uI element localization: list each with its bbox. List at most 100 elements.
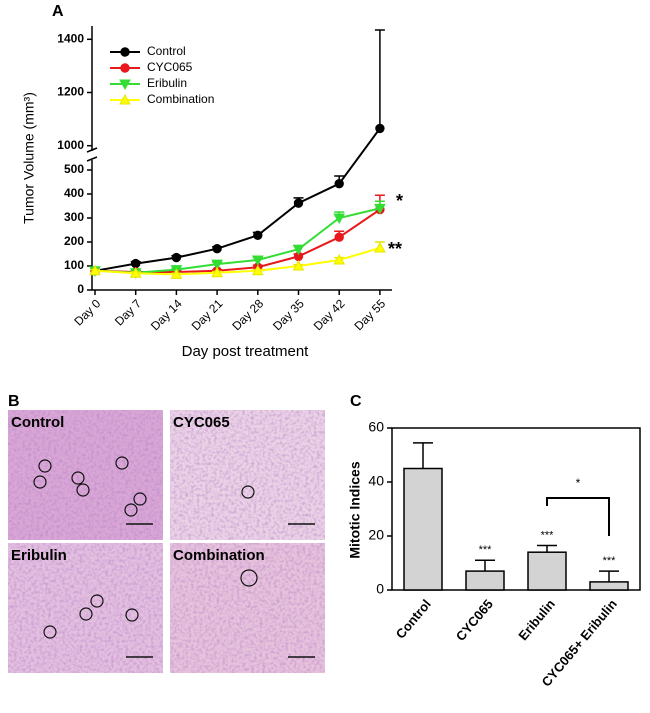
error-bar <box>413 442 433 469</box>
cell-circle <box>115 456 129 470</box>
y-tick-label: 500 <box>64 162 84 176</box>
y-axis-label: Mitotic Indices <box>347 461 363 558</box>
significance: *** <box>541 529 555 541</box>
bar <box>465 570 505 591</box>
panel-label: B <box>8 393 20 410</box>
marker <box>211 259 223 271</box>
y-tick-label: 400 <box>64 186 84 200</box>
panel-label: C <box>350 393 362 410</box>
marker <box>374 203 386 215</box>
panel-label: A <box>52 3 64 20</box>
y-axis-label: Tumor Volume (mm³) <box>21 92 37 224</box>
legend-label: Eribulin <box>147 76 187 90</box>
marker <box>131 258 141 269</box>
y-tick-label: 200 <box>64 234 84 248</box>
legend-label: CYC065 <box>147 60 193 74</box>
y-tick-label: 40 <box>368 473 384 489</box>
cell-circle <box>76 483 90 497</box>
bar <box>527 551 567 591</box>
histology-texture <box>170 543 325 673</box>
marker <box>119 79 131 91</box>
error-bar <box>599 570 619 582</box>
y-tick-label: 100 <box>64 258 84 272</box>
marker <box>334 178 344 189</box>
y-tick-label: 0 <box>376 581 384 597</box>
marker <box>292 259 305 271</box>
marker <box>212 244 222 254</box>
x-tick-label: Day 55 <box>351 296 388 333</box>
marker <box>89 264 101 276</box>
cell-circle <box>79 607 93 621</box>
x-tick-label: Day 7 <box>112 296 144 328</box>
cell-circle <box>124 503 138 517</box>
image-label: CYC065 <box>173 414 230 431</box>
cell-circle <box>133 492 147 506</box>
error-bar <box>374 29 385 129</box>
marker <box>120 47 130 57</box>
x-tick-label: Day 28 <box>229 296 266 333</box>
image-label: Control <box>11 414 64 431</box>
x-tick-label: Eribulin <box>515 596 558 643</box>
y-tick-label: 20 <box>368 527 384 543</box>
annotation: ** <box>388 239 402 259</box>
cell-circle <box>240 569 258 587</box>
significance: *** <box>479 544 493 556</box>
x-tick-label: Day 14 <box>148 296 185 333</box>
marker <box>251 255 264 267</box>
error-bar <box>537 544 557 553</box>
marker <box>211 266 223 278</box>
image-label: Combination <box>173 547 265 564</box>
axis-break <box>86 147 98 153</box>
marker <box>333 253 346 265</box>
histology-texture <box>8 410 163 540</box>
marker <box>129 267 142 278</box>
x-tick-label: Day 42 <box>311 296 348 333</box>
series-line <box>94 207 381 274</box>
marker <box>333 213 346 225</box>
legend-label: Control <box>147 44 186 58</box>
image-label: Eribulin <box>11 547 67 564</box>
cell-circle <box>241 485 255 499</box>
marker <box>119 93 131 105</box>
x-tick-label: CYC065 <box>453 596 496 643</box>
comparison-label: * <box>576 476 581 490</box>
series-line <box>94 247 381 276</box>
cell-circle <box>71 471 85 485</box>
y-tick-label: 0 <box>77 282 84 296</box>
significance: *** <box>603 555 617 567</box>
bar <box>589 581 629 591</box>
marker <box>253 230 263 240</box>
marker <box>293 198 304 208</box>
bar <box>403 467 443 591</box>
cell-circle <box>90 594 104 608</box>
y-tick-label: 1200 <box>57 85 84 99</box>
marker <box>120 63 130 73</box>
x-tick-label: Day 0 <box>71 296 103 328</box>
cell-circle <box>43 625 57 639</box>
comparison-bracket <box>546 497 610 536</box>
error-bar <box>475 559 495 572</box>
annotation: * <box>396 191 403 211</box>
series-line <box>94 127 381 272</box>
x-tick-label: Day 35 <box>270 296 307 333</box>
x-axis-label: Day post treatment <box>182 343 310 360</box>
cell-circle <box>125 608 139 622</box>
marker <box>251 264 264 276</box>
cell-circle <box>33 475 47 489</box>
y-tick-label: 1400 <box>57 31 84 45</box>
marker <box>171 252 182 263</box>
cell-circle <box>38 459 52 473</box>
plot-frame <box>391 427 641 591</box>
y-tick-label: 300 <box>64 210 84 224</box>
y-tick-label: 1000 <box>57 138 84 152</box>
marker <box>374 241 386 253</box>
marker <box>334 232 344 242</box>
marker <box>170 268 183 279</box>
legend-label: Combination <box>147 92 214 106</box>
y-tick-label: 60 <box>368 419 384 435</box>
x-tick-label: Control <box>393 596 434 641</box>
x-tick-label: Day 21 <box>189 296 226 333</box>
histology-texture <box>170 410 325 540</box>
axis-break <box>86 156 98 162</box>
